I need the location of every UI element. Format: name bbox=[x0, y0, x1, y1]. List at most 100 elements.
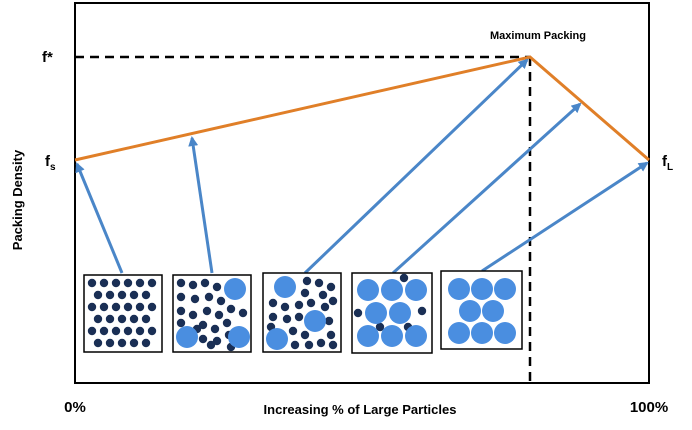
large-particle bbox=[381, 279, 403, 301]
small-particle bbox=[222, 318, 232, 328]
small-particle bbox=[238, 308, 248, 318]
packing-box-mixed bbox=[262, 272, 342, 353]
small-particle bbox=[282, 314, 292, 324]
small-particle bbox=[176, 278, 186, 288]
small-particle bbox=[93, 290, 103, 300]
small-particle bbox=[141, 338, 151, 348]
x-tick-100-percent: 100% bbox=[630, 399, 668, 416]
small-particle bbox=[129, 290, 139, 300]
small-particle bbox=[141, 290, 151, 300]
large-particle bbox=[471, 322, 493, 344]
small-particle bbox=[417, 306, 427, 316]
large-particle bbox=[471, 278, 493, 300]
small-particle bbox=[399, 273, 409, 283]
large-particle bbox=[448, 278, 470, 300]
small-particle bbox=[190, 294, 200, 304]
large-particle bbox=[304, 310, 326, 332]
large-particle bbox=[494, 322, 516, 344]
small-particle bbox=[318, 290, 328, 300]
small-particle bbox=[117, 338, 127, 348]
arrow-3 bbox=[303, 58, 529, 275]
small-particle bbox=[117, 314, 127, 324]
small-particle bbox=[353, 308, 363, 318]
small-particle bbox=[300, 288, 310, 298]
small-particle bbox=[129, 314, 139, 324]
packing-box-all-large bbox=[440, 270, 523, 350]
small-particle bbox=[147, 278, 157, 288]
small-particle bbox=[93, 314, 103, 324]
small-particle bbox=[188, 310, 198, 320]
small-particle bbox=[123, 278, 133, 288]
small-particle bbox=[304, 340, 314, 350]
small-particle bbox=[314, 278, 324, 288]
large-particle bbox=[224, 278, 246, 300]
small-particle bbox=[320, 302, 330, 312]
small-particle bbox=[204, 292, 214, 302]
small-particle bbox=[328, 340, 338, 350]
small-particle bbox=[147, 302, 157, 312]
small-particle bbox=[294, 312, 304, 322]
small-particle bbox=[123, 302, 133, 312]
packing-density-curve bbox=[74, 55, 650, 162]
small-particle bbox=[105, 338, 115, 348]
x-tick-0-percent: 0% bbox=[64, 399, 86, 416]
small-particle bbox=[212, 336, 222, 346]
small-particle bbox=[326, 330, 336, 340]
small-particle bbox=[280, 302, 290, 312]
large-particle bbox=[405, 325, 427, 347]
small-particle bbox=[268, 312, 278, 322]
small-particle bbox=[147, 326, 157, 336]
small-particle bbox=[105, 290, 115, 300]
small-particle bbox=[135, 302, 145, 312]
chart-title: Maximum Packing bbox=[490, 30, 586, 42]
large-particle bbox=[266, 328, 288, 350]
large-particle bbox=[274, 276, 296, 298]
large-particle bbox=[405, 279, 427, 301]
small-particle bbox=[99, 326, 109, 336]
plot-frame bbox=[74, 2, 650, 384]
large-particle bbox=[459, 300, 481, 322]
small-particle bbox=[111, 326, 121, 336]
f-star-label: f* bbox=[42, 49, 53, 66]
small-particle bbox=[93, 338, 103, 348]
large-particle bbox=[365, 302, 387, 324]
small-particle bbox=[188, 280, 198, 290]
small-particle bbox=[198, 320, 208, 330]
arrows bbox=[75, 58, 649, 275]
small-particle bbox=[316, 338, 326, 348]
small-particle bbox=[302, 276, 312, 286]
packing-box-few-large bbox=[172, 274, 252, 353]
small-particle bbox=[129, 338, 139, 348]
small-particle bbox=[324, 316, 334, 326]
small-particle bbox=[200, 278, 210, 288]
small-particle bbox=[87, 302, 97, 312]
arrow-2 bbox=[188, 136, 214, 274]
small-particle bbox=[212, 282, 222, 292]
small-particle bbox=[214, 310, 224, 320]
small-particle bbox=[290, 340, 300, 350]
small-particle bbox=[176, 306, 186, 316]
large-particle bbox=[381, 325, 403, 347]
small-particle bbox=[294, 300, 304, 310]
small-particle bbox=[216, 296, 226, 306]
packing-boxes bbox=[83, 270, 523, 354]
y-axis-label: Packing Density bbox=[10, 149, 25, 250]
small-particle bbox=[123, 326, 133, 336]
small-particle bbox=[210, 324, 220, 334]
small-particle bbox=[135, 326, 145, 336]
small-particle bbox=[99, 278, 109, 288]
large-particle bbox=[482, 300, 504, 322]
small-particle bbox=[176, 292, 186, 302]
arrow-5 bbox=[481, 161, 649, 273]
small-particle bbox=[105, 314, 115, 324]
packing-box-mostly-large bbox=[351, 272, 433, 354]
arrow-4 bbox=[391, 102, 582, 275]
small-particle bbox=[206, 340, 216, 350]
small-particle bbox=[288, 326, 298, 336]
small-particle bbox=[375, 322, 385, 332]
f-s-label: fs bbox=[45, 153, 56, 173]
arrow-1 bbox=[75, 162, 124, 274]
small-particle bbox=[99, 302, 109, 312]
small-particle bbox=[202, 306, 212, 316]
